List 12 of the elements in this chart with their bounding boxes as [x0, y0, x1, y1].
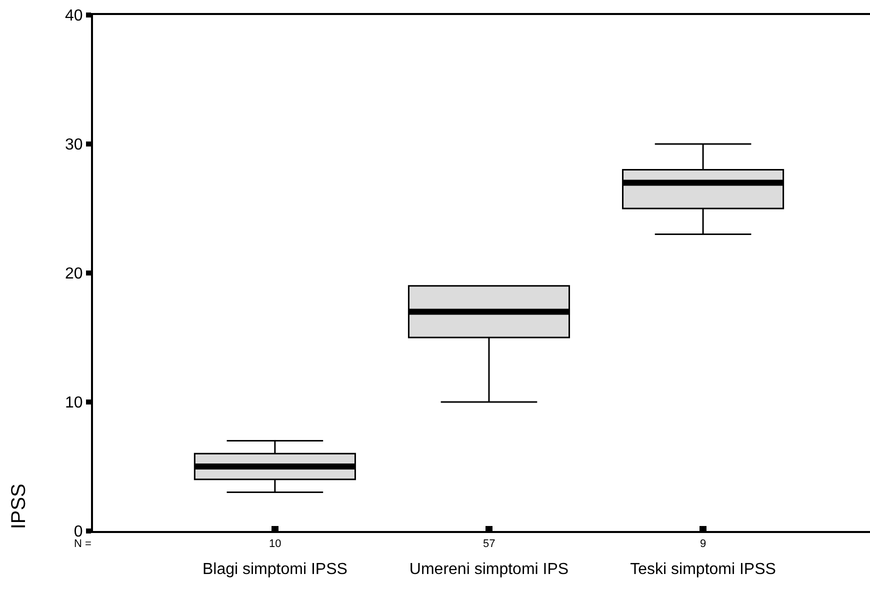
y-tick-label: 10	[65, 394, 83, 412]
x-tick-label: Teski simptomi IPSS	[630, 561, 776, 578]
text: 9	[700, 538, 706, 550]
x-tick-label: Umereni simptomi IPS	[409, 561, 569, 578]
x-tick-label: Blagi simptomi IPSS	[202, 561, 348, 578]
y-axis-title: IPSS	[8, 484, 30, 530]
y-tick-label: 30	[65, 136, 83, 154]
y-tick-label: 20	[65, 266, 83, 283]
text: N =	[74, 538, 92, 550]
text: 10	[269, 538, 282, 550]
y-tick-label: 40	[65, 8, 83, 25]
text: 57	[483, 538, 496, 550]
